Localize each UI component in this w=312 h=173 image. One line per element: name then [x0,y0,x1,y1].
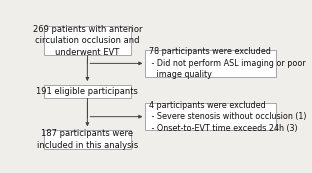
FancyBboxPatch shape [44,85,131,98]
Text: 187 participants were
included in this analysis: 187 participants were included in this a… [37,129,138,149]
Text: 4 participants were excluded
 - Severe stenosis without occlusion (1)
 - Onset-t: 4 participants were excluded - Severe st… [149,101,306,133]
FancyBboxPatch shape [145,50,276,77]
Text: 269 patients with anterior
circulation occlusion and
underwent EVT: 269 patients with anterior circulation o… [33,25,142,57]
Text: 78 participants were excluded
 - Did not perform ASL imaging or poor
   image qu: 78 participants were excluded - Did not … [149,47,306,79]
FancyBboxPatch shape [44,130,131,149]
FancyBboxPatch shape [44,26,131,55]
FancyBboxPatch shape [145,103,276,130]
Text: 191 eligible participants: 191 eligible participants [37,87,138,96]
